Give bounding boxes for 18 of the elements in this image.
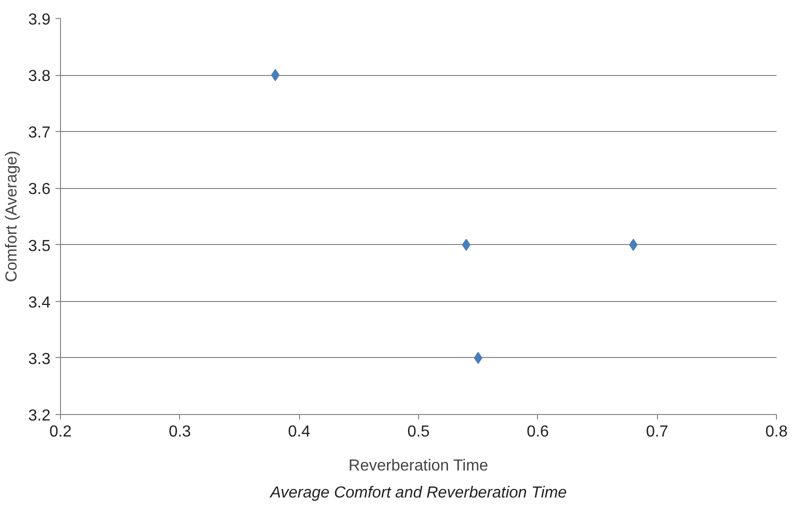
y-tick-label: 3.5 — [28, 238, 51, 255]
y-tick-label: 3.4 — [28, 294, 51, 312]
y-tick-label: 3.2 — [28, 408, 51, 424]
y-tick-label: 3.9 — [28, 12, 51, 28]
y-tick-label: 3.8 — [28, 68, 51, 86]
y-tick-label: 3.7 — [28, 124, 51, 142]
y-tick-label: 3.3 — [28, 350, 51, 368]
x-tick-label: 0.2 — [49, 424, 72, 440]
x-tick-label: 0.5 — [407, 424, 430, 440]
x-tick-label: 0.3 — [168, 424, 192, 440]
y-axis-title: Comfort (Average) — [3, 150, 20, 282]
x-tick-label: 0.6 — [526, 424, 550, 440]
x-tick-label: 0.4 — [288, 424, 310, 440]
x-tick-label: 0.8 — [765, 424, 788, 440]
x-axis-title: Reverberation Time — [348, 458, 488, 474]
text: Average Comfort and Reverberation Time — [269, 484, 567, 502]
y-tick-label: 3.6 — [28, 181, 51, 198]
x-tick-label: 0.7 — [646, 424, 668, 440]
